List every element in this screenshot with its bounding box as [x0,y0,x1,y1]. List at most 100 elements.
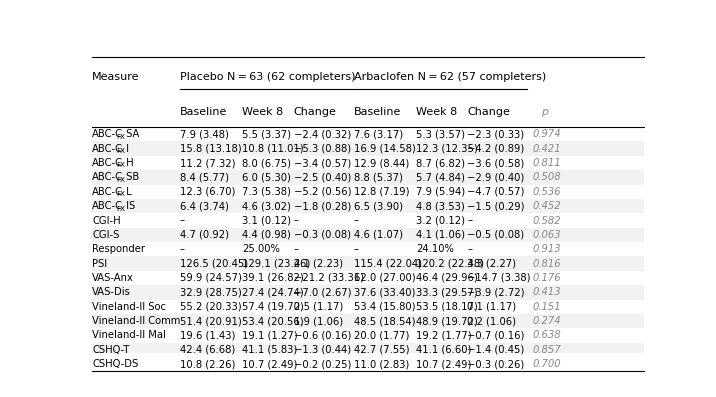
Text: –: – [180,244,185,254]
Text: FX: FX [116,162,125,168]
Text: 8.0 (6.75): 8.0 (6.75) [242,158,291,168]
Text: VAS-Anx: VAS-Anx [92,273,134,283]
Text: 6.5 (3.90): 6.5 (3.90) [354,201,402,211]
Text: −2.4 (0.32): −2.4 (0.32) [294,129,351,139]
Text: 41.1 (5.83): 41.1 (5.83) [242,345,297,355]
Text: 0.974: 0.974 [533,129,561,139]
Text: FX: FX [116,191,125,197]
Text: 0.413: 0.413 [533,287,561,297]
Text: 7.9 (3.48): 7.9 (3.48) [180,129,229,139]
Text: 11.0 (2.83): 11.0 (2.83) [354,359,409,369]
Text: 12.3 (6.70): 12.3 (6.70) [180,187,236,197]
Text: 4.6 (1.07): 4.6 (1.07) [354,230,402,240]
Text: 55.2 (20.33): 55.2 (20.33) [180,302,241,312]
Text: 2.5 (1.17): 2.5 (1.17) [294,302,343,312]
Text: 48.5 (18.54): 48.5 (18.54) [354,316,415,326]
Text: 7.6 (3.17): 7.6 (3.17) [354,129,403,139]
Text: 41.1 (6.60): 41.1 (6.60) [416,345,471,355]
Text: 0.857: 0.857 [533,345,561,355]
Text: 12.3 (12.35): 12.3 (12.35) [416,144,478,154]
Text: –: – [468,244,473,254]
Text: 0.452: 0.452 [533,201,561,211]
Text: −0.3 (0.26): −0.3 (0.26) [468,359,525,369]
Text: 0.536: 0.536 [533,187,561,197]
Text: 0.638: 0.638 [533,330,561,341]
Text: 27.4 (24.74): 27.4 (24.74) [242,287,304,297]
Text: 39.1 (26.82): 39.1 (26.82) [242,273,304,283]
Text: Vineland-II Mal: Vineland-II Mal [92,330,166,341]
Text: SB: SB [123,172,140,182]
Text: 0.816: 0.816 [533,258,561,269]
Text: −1.4 (0.45): −1.4 (0.45) [468,345,525,355]
Text: 3.2 (0.12): 3.2 (0.12) [416,216,465,225]
Text: −3.9 (2.72): −3.9 (2.72) [468,287,525,297]
Text: 4.6 (3.02): 4.6 (3.02) [242,201,291,211]
Text: 0.063: 0.063 [533,230,561,240]
Text: –: – [180,216,185,225]
Text: CGI-S: CGI-S [92,230,120,240]
Text: 4.7 (0.92): 4.7 (0.92) [180,230,229,240]
FancyBboxPatch shape [92,343,644,357]
Text: −3.6 (0.58): −3.6 (0.58) [468,158,525,168]
Text: –: – [354,216,359,225]
Text: 62.0 (27.00): 62.0 (27.00) [354,273,415,283]
Text: 24.10%: 24.10% [416,244,454,254]
Text: VAS-Dis: VAS-Dis [92,287,131,297]
Text: 6.4 (3.74): 6.4 (3.74) [180,201,229,211]
FancyBboxPatch shape [92,285,644,299]
Text: 10.7 (2.49): 10.7 (2.49) [242,359,297,369]
Text: FX: FX [116,177,125,183]
Text: 6.0 (5.30): 6.0 (5.30) [242,172,291,182]
Text: 7.9 (5.94): 7.9 (5.94) [416,187,465,197]
Text: FX: FX [116,148,125,154]
Text: 120.2 (22.48): 120.2 (22.48) [416,258,484,269]
Text: 0.274: 0.274 [533,316,561,326]
Text: 0.421: 0.421 [533,144,561,154]
Text: –: – [354,244,359,254]
Text: Change: Change [294,107,337,117]
Text: 0.151: 0.151 [533,302,561,312]
Text: 0.2 (1.06): 0.2 (1.06) [468,316,516,326]
Text: PSI: PSI [92,258,107,269]
Text: 0.582: 0.582 [533,216,561,225]
Text: ABC-C: ABC-C [92,144,123,154]
Text: −1.3 (0.44): −1.3 (0.44) [294,345,351,355]
Text: CGI-H: CGI-H [92,216,121,225]
FancyBboxPatch shape [92,228,644,242]
Text: −2.3 (0.33): −2.3 (0.33) [468,129,525,139]
Text: 7.3 (5.38): 7.3 (5.38) [242,187,291,197]
Text: −5.3 (0.88): −5.3 (0.88) [294,144,351,154]
Text: −0.6 (0.16): −0.6 (0.16) [294,330,351,341]
Text: ABC-C: ABC-C [92,187,123,197]
Text: 0.508: 0.508 [533,172,561,182]
Text: Baseline: Baseline [180,107,227,117]
Text: Responder: Responder [92,244,145,254]
Text: Vineland-II Soc: Vineland-II Soc [92,302,166,312]
Text: −3.4 (0.57): −3.4 (0.57) [294,158,351,168]
Text: 4.1 (2.23): 4.1 (2.23) [294,258,343,269]
Text: 4.4 (0.98): 4.4 (0.98) [242,230,291,240]
Text: ABC-C: ABC-C [92,158,123,168]
Text: −4.7 (0.57): −4.7 (0.57) [468,187,525,197]
Text: 1.9 (1.06): 1.9 (1.06) [294,316,343,326]
Text: −0.2 (0.25): −0.2 (0.25) [294,359,351,369]
Text: 3.3 (2.27): 3.3 (2.27) [468,258,516,269]
Text: −0.5 (0.08): −0.5 (0.08) [468,230,525,240]
Text: 4.8 (3.53): 4.8 (3.53) [416,201,465,211]
Text: 126.5 (20.45): 126.5 (20.45) [180,258,248,269]
Text: −2.5 (0.40): −2.5 (0.40) [294,172,351,182]
FancyBboxPatch shape [92,256,644,271]
Text: Arbaclofen N = 62 (57 completers): Arbaclofen N = 62 (57 completers) [354,72,546,82]
Text: 0.913: 0.913 [533,244,561,254]
Text: FX: FX [116,206,125,212]
Text: H: H [123,158,134,168]
Text: Vineland-II Comm: Vineland-II Comm [92,316,180,326]
Text: I: I [123,144,130,154]
Text: −5.2 (0.56): −5.2 (0.56) [294,187,352,197]
Text: 8.4 (5.77): 8.4 (5.77) [180,172,229,182]
Text: −7.0 (2.67): −7.0 (2.67) [294,287,352,297]
Text: 0.176: 0.176 [533,273,561,283]
Text: 8.7 (6.82): 8.7 (6.82) [416,158,465,168]
Text: L: L [123,187,132,197]
Text: 53.4 (15.80): 53.4 (15.80) [354,302,415,312]
